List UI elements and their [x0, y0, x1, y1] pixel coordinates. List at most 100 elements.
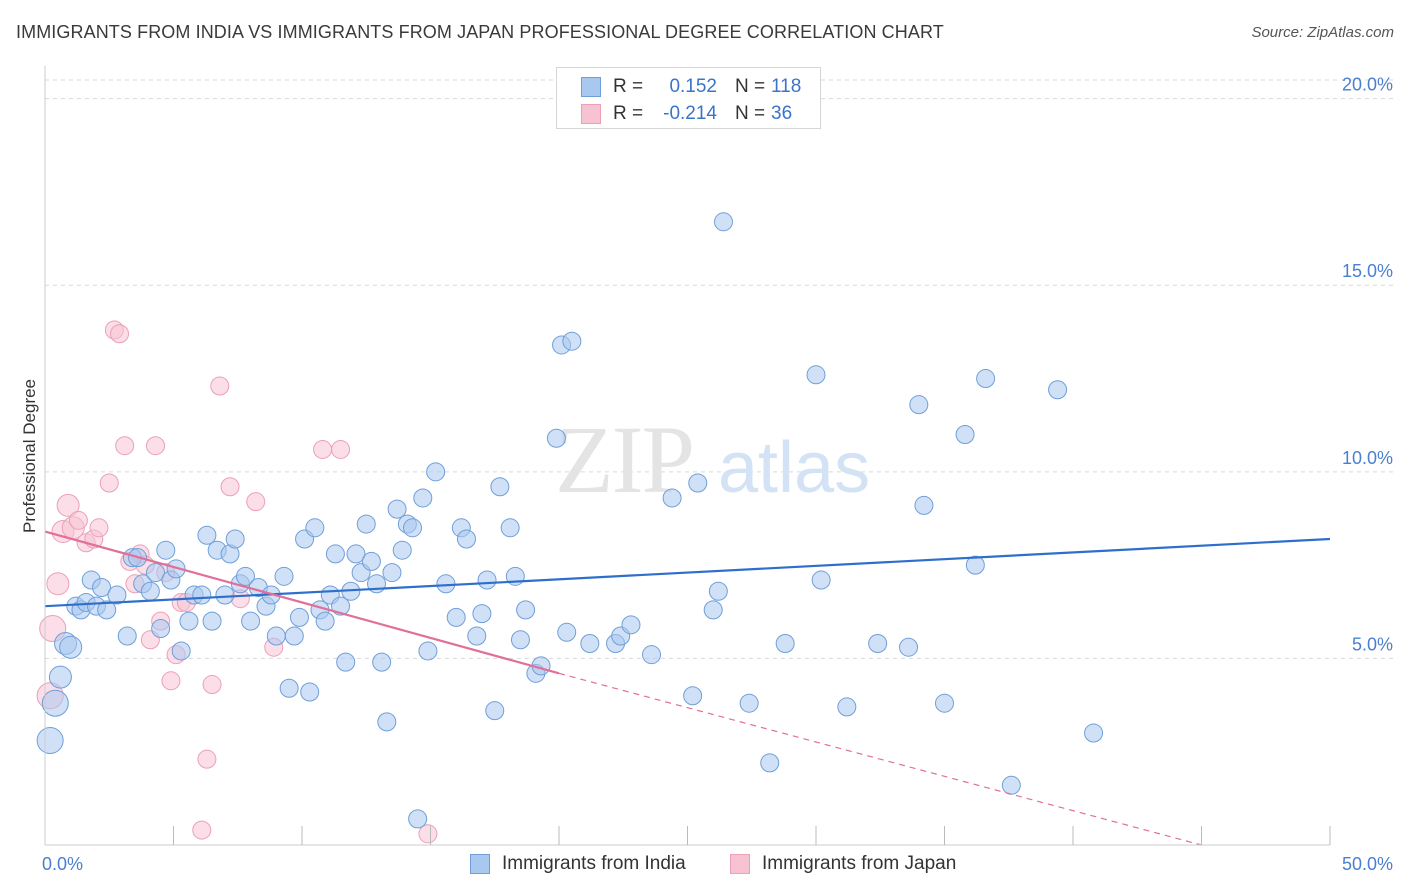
india-point — [387, 499, 407, 519]
r-label: R = — [613, 76, 644, 97]
india-point — [92, 578, 112, 598]
india-point — [708, 581, 728, 601]
n-label: N = — [735, 76, 766, 97]
india-swatch — [581, 77, 601, 97]
india-point — [377, 712, 397, 732]
india-point — [171, 641, 191, 661]
india-point — [156, 540, 176, 560]
india-point — [546, 428, 566, 448]
india-point — [485, 701, 505, 721]
india-point — [899, 637, 919, 657]
india-point — [266, 626, 286, 646]
india-point — [151, 619, 171, 639]
india-point — [289, 607, 309, 627]
india-point — [909, 395, 929, 415]
india-point — [510, 630, 530, 650]
india-point — [279, 678, 299, 698]
india-point — [760, 753, 780, 773]
india-point — [325, 544, 345, 564]
india-point — [382, 563, 402, 583]
japan-point — [192, 820, 212, 840]
india-point — [557, 622, 577, 642]
japan-point — [89, 518, 109, 538]
india-point — [965, 555, 985, 575]
india-point — [361, 551, 381, 571]
japan-point — [313, 439, 333, 459]
india-point — [516, 600, 536, 620]
india-point — [392, 540, 412, 560]
y-tick-label: 10.0% — [1342, 448, 1393, 468]
india-point — [642, 645, 662, 665]
india-point — [41, 689, 69, 717]
japan-swatch — [730, 854, 750, 874]
india-point — [1001, 775, 1021, 795]
india-point — [97, 600, 117, 620]
india-point — [107, 585, 127, 605]
india-point — [1084, 723, 1104, 743]
india-point — [739, 693, 759, 713]
india-point — [580, 633, 600, 653]
india-trend-line — [44, 537, 1331, 608]
india-point — [235, 566, 255, 586]
legend-label-india: Immigrants from India — [502, 853, 686, 874]
india-point — [811, 570, 831, 590]
n-label: N = — [735, 103, 766, 124]
x-tick-label: 0.0% — [42, 854, 83, 874]
japan-point — [56, 493, 80, 517]
india-point — [500, 518, 520, 538]
india-point — [683, 686, 703, 706]
india-point — [179, 611, 199, 631]
india-point — [197, 525, 217, 545]
legend-item-japan: Immigrants from Japan — [730, 850, 956, 878]
japan-point — [99, 473, 119, 493]
n-value: 118 — [771, 76, 802, 97]
india-point — [446, 607, 466, 627]
y-axis-label: Professional Degree — [20, 378, 39, 534]
y-tick-label: 20.0% — [1342, 75, 1393, 95]
japan-point — [46, 572, 70, 596]
india-point — [315, 611, 335, 631]
legend-row-india: R = 0.152 N = 118 — [581, 74, 801, 100]
series-india-points — [36, 212, 1104, 829]
japan-point — [115, 436, 135, 456]
japan-point — [418, 824, 438, 844]
india-point — [403, 518, 423, 538]
japan-point — [197, 749, 217, 769]
r-value: 0.152 — [669, 76, 717, 97]
india-point — [305, 518, 325, 538]
india-point — [456, 529, 476, 549]
legend-item-india: Immigrants from India — [470, 850, 686, 878]
india-point — [117, 626, 137, 646]
india-point — [356, 514, 376, 534]
legend-label-japan: Immigrants from Japan — [762, 853, 957, 874]
japan-point — [146, 436, 166, 456]
watermark: ZIP atlas — [555, 406, 870, 513]
japan-point — [202, 675, 222, 695]
india-point — [215, 585, 235, 605]
india-point — [914, 495, 934, 515]
india-point — [806, 365, 826, 385]
india-point — [662, 488, 682, 508]
india-point — [372, 652, 392, 672]
india-point — [408, 809, 428, 829]
legend-row-japan: R = -0.214 N = 36 — [581, 101, 792, 127]
chart-title: IMMIGRANTS FROM INDIA VS IMMIGRANTS FROM… — [16, 22, 944, 42]
india-point — [48, 665, 72, 689]
y-tick-label: 15.0% — [1342, 261, 1393, 281]
india-point — [688, 473, 708, 493]
india-point — [413, 488, 433, 508]
japan-point — [210, 376, 230, 396]
india-point — [241, 611, 261, 631]
india-point — [146, 563, 166, 583]
india-point — [36, 727, 64, 755]
india-point — [140, 581, 160, 601]
japan-trend-extension — [558, 672, 1202, 846]
india-point — [490, 477, 510, 497]
trend-lines — [44, 530, 1331, 846]
japan-point — [68, 510, 88, 530]
japan-trend-line — [44, 530, 560, 675]
india-point — [935, 693, 954, 713]
india-point — [472, 604, 492, 624]
india-point — [274, 566, 294, 586]
